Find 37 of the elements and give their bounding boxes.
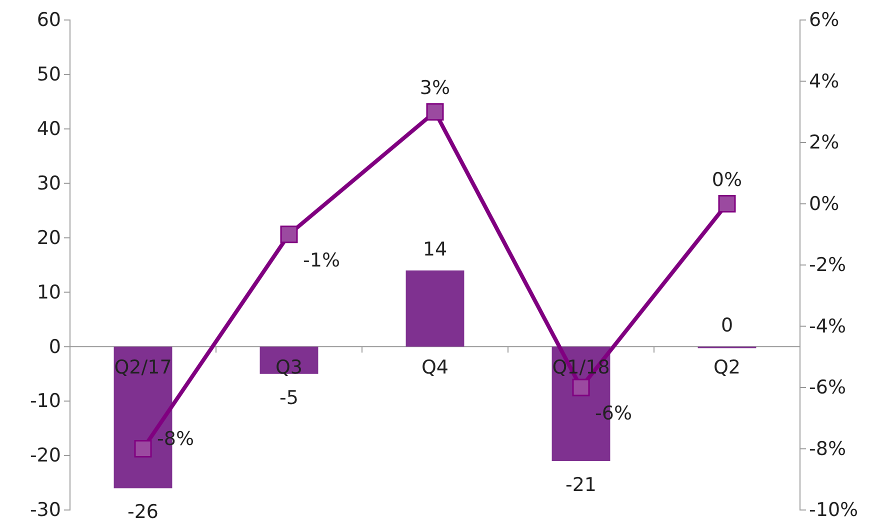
y-tick-label: 50 bbox=[36, 64, 61, 86]
y2-tick-label: -4% bbox=[809, 315, 846, 338]
data-label: -5 bbox=[280, 386, 298, 409]
y-tick-label: 40 bbox=[36, 118, 61, 140]
y2-tick-label: 0% bbox=[809, 192, 840, 215]
y2-tick-label: 2% bbox=[809, 132, 840, 154]
data-label: -21 bbox=[565, 474, 597, 496]
data-label: -1% bbox=[303, 249, 340, 272]
y2-tick-label: -6% bbox=[809, 376, 846, 399]
x-tick-label: Q3 bbox=[275, 356, 303, 379]
y2-tick-label: -10% bbox=[809, 499, 858, 522]
point bbox=[426, 103, 444, 121]
y-tick-label: -30 bbox=[30, 499, 61, 522]
y-tick-label: 20 bbox=[36, 226, 61, 249]
x-tick-label: Q1/18 bbox=[552, 356, 610, 379]
data-label: 0% bbox=[712, 168, 742, 191]
data-label: 14 bbox=[422, 238, 448, 260]
point bbox=[572, 378, 590, 396]
y2-tick-label: 4% bbox=[809, 70, 840, 92]
y-tick-label: 10 bbox=[36, 281, 61, 304]
x-tick-label: Q2/17 bbox=[114, 356, 172, 379]
y-tick-label: 30 bbox=[36, 172, 61, 194]
point bbox=[134, 440, 152, 458]
point bbox=[718, 195, 736, 212]
data-label: -26 bbox=[127, 501, 159, 524]
y2-tick-label: 6% bbox=[809, 9, 840, 32]
y-tick-label: -10 bbox=[30, 390, 61, 412]
y-tick-label: 60 bbox=[36, 9, 61, 32]
y-tick-label: -20 bbox=[30, 444, 61, 467]
y2-tick-label: -8% bbox=[809, 438, 846, 460]
data-label: 3% bbox=[420, 76, 450, 99]
x-tick-label: Q4 bbox=[421, 356, 449, 379]
point bbox=[280, 226, 298, 244]
data-label: 0 bbox=[720, 314, 734, 337]
y-tick-label: 0 bbox=[48, 336, 61, 358]
y2-tick-label: -2% bbox=[809, 254, 846, 276]
x-tick-label: Q2 bbox=[713, 356, 741, 379]
